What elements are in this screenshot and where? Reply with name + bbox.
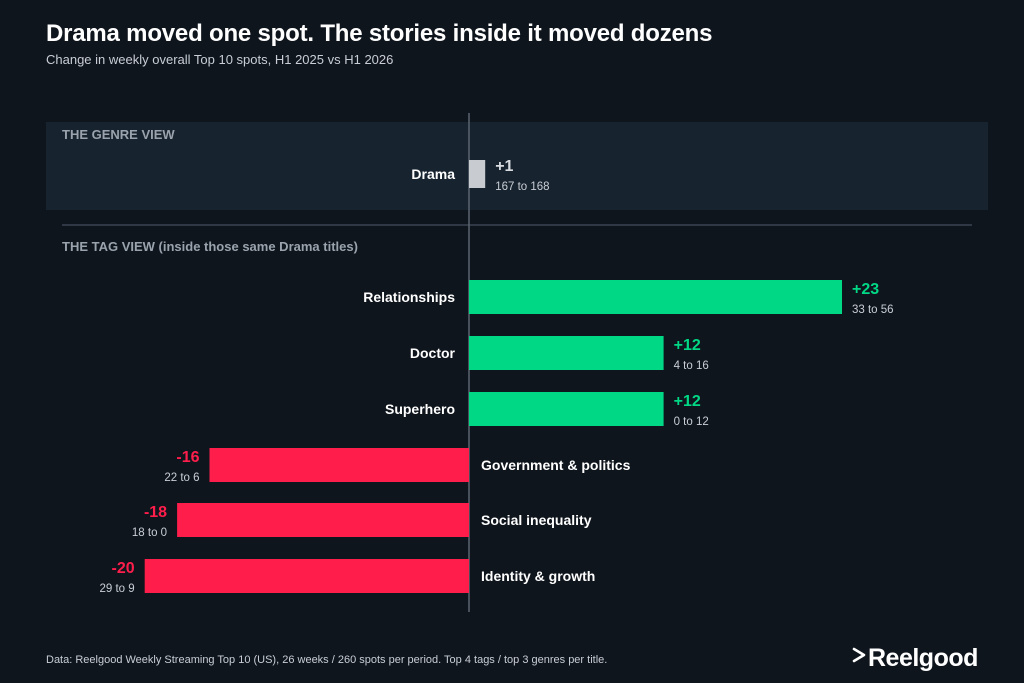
bar [209, 448, 469, 482]
bar [469, 280, 842, 314]
bar [469, 160, 486, 188]
category-label: Government & politics [481, 457, 631, 473]
category-label: Superhero [385, 401, 455, 417]
category-label: Doctor [410, 345, 456, 361]
value-label: -18 [144, 504, 167, 521]
range-label: 167 to 168 [495, 181, 549, 193]
reelgood-logo: Reelgood [852, 644, 978, 673]
range-label: 18 to 0 [132, 527, 167, 539]
range-label: 29 to 9 [99, 583, 134, 595]
play-arrow-icon [852, 647, 866, 662]
category-label: Social inequality [481, 512, 592, 528]
chart-subtitle: Change in weekly overall Top 10 spots, H… [46, 52, 394, 67]
source-note: Data: Reelgood Weekly Streaming Top 10 (… [46, 654, 608, 666]
value-label: +1 [495, 158, 513, 175]
range-label: 0 to 12 [674, 416, 709, 428]
section-label: THE TAG VIEW (inside those same Drama ti… [62, 239, 358, 254]
category-label: Relationships [363, 289, 455, 305]
range-label: 22 to 6 [164, 472, 199, 484]
value-label: +12 [674, 337, 701, 354]
logo-text: Reelgood [868, 644, 978, 672]
bar [469, 336, 664, 370]
category-label: Identity & growth [481, 568, 595, 584]
bar [469, 392, 664, 426]
section-label: THE GENRE VIEW [62, 127, 175, 142]
value-label: -16 [176, 449, 199, 466]
chart-title: Drama moved one spot. The stories inside… [46, 20, 713, 47]
bar [144, 559, 469, 593]
bar [177, 503, 469, 537]
value-label: +12 [674, 393, 701, 410]
value-label: -20 [112, 560, 135, 577]
genre-view-panel [46, 122, 988, 210]
range-label: 33 to 56 [852, 304, 894, 316]
value-label: +23 [852, 281, 879, 298]
range-label: 4 to 16 [674, 360, 709, 372]
category-label: Drama [411, 166, 455, 182]
